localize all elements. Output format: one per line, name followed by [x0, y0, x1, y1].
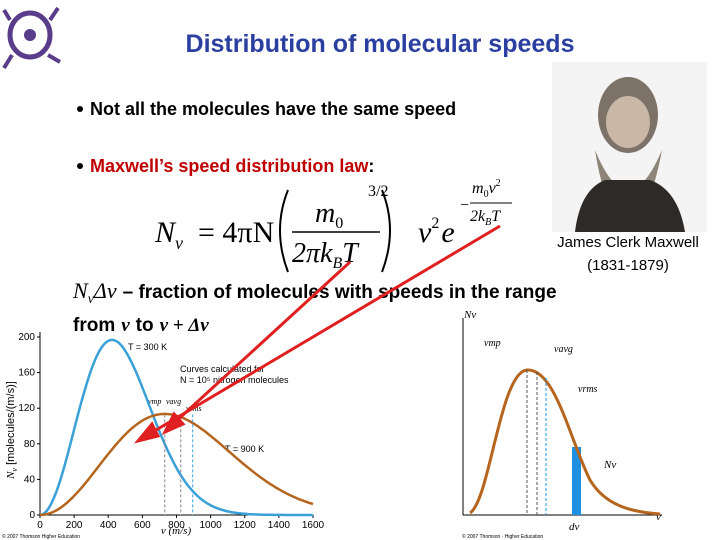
eq-part: m0: [315, 198, 343, 232]
annotation: vavg: [166, 397, 181, 406]
y-label: [molecules/(m/s)]: [5, 381, 17, 465]
bullet-dot: [77, 106, 83, 112]
curve: [39, 338, 313, 517]
y-axis-label: Nv: [463, 309, 476, 321]
portrait-years: (1831-1879): [587, 257, 669, 274]
eq-part: e: [441, 216, 454, 249]
y-axis-label: Nv [molecules/(m/s)]: [5, 381, 19, 480]
portrait: [552, 62, 707, 232]
x-tick-label: 200: [66, 520, 83, 531]
eq-part: 0: [335, 215, 343, 232]
eq-part: m: [315, 198, 335, 229]
var: v: [121, 315, 130, 336]
x-tick-label: 400: [100, 520, 117, 531]
eq-part: v: [175, 233, 183, 253]
annotation: T = 300 K: [128, 342, 167, 352]
x-tick-label: 600: [134, 520, 151, 531]
x-axis-label: v (m/s): [161, 525, 192, 537]
eq-part: 2: [431, 215, 439, 232]
paren: [279, 189, 289, 273]
eq-part: 2: [496, 178, 501, 189]
portrait-name: James Clerk Maxwell: [557, 234, 699, 251]
bullet: Maxwell’s speed distribution law:: [90, 156, 374, 176]
slide-title: Distribution of molecular speeds: [186, 30, 575, 58]
annotation: vrms: [578, 384, 598, 395]
eq-part: Nv: [154, 216, 183, 253]
definition-text: from: [73, 315, 115, 336]
equation: Nv = 4πN m0 2πkBT 3/2 v2e − m0v2 2kBT: [154, 178, 512, 273]
eq-part: v: [418, 216, 432, 249]
arrowhead: [133, 421, 161, 444]
eq-part: v2e: [418, 215, 455, 249]
eq-part: 2πk: [292, 238, 333, 269]
symbol: N: [72, 278, 89, 303]
eq-part: 2kBT: [470, 208, 501, 228]
highlight: Maxwell’s speed distribution law: [90, 156, 369, 176]
dv-strip: [572, 447, 581, 515]
arrowhead: [161, 411, 186, 436]
symbol-sub: v: [88, 292, 95, 307]
eq-part: B: [485, 217, 491, 228]
x-tick-label: 1000: [200, 520, 223, 531]
y-label: v: [10, 467, 19, 471]
annotation: dv: [569, 521, 580, 533]
curve: [468, 368, 661, 516]
eq-part: T: [491, 208, 501, 225]
y-tick-label: 40: [24, 474, 36, 485]
annotation: vavg: [554, 344, 573, 355]
annotation: vmp: [148, 397, 161, 406]
y-tick-label: 80: [24, 439, 36, 450]
eq-part: B: [332, 255, 342, 272]
arrows: [133, 224, 501, 444]
definition: from v to v + Δv: [73, 315, 209, 336]
eq-part: 2πkBT: [292, 238, 360, 272]
delta: Δv: [93, 278, 117, 303]
y-label: N: [5, 471, 17, 480]
bullet-dot: [77, 163, 83, 169]
y-tick-label: 200: [18, 332, 35, 343]
annotation: vmp: [484, 338, 501, 349]
left-graph: 1600140012001000800600400200020016012080…: [2, 332, 325, 540]
definition-text: to: [136, 315, 154, 336]
eq-part: m0v2: [472, 178, 501, 200]
arrow: [145, 224, 501, 438]
bullet-text: :: [368, 156, 374, 176]
x-tick-label: 800: [168, 520, 185, 531]
y-tick-label: 0: [29, 510, 35, 521]
x-tick-label: 1400: [268, 520, 291, 531]
logo: [2, 6, 62, 70]
arrow: [170, 260, 352, 427]
eq-part: v: [489, 180, 497, 197]
bullet: Not all the molecules have the same spee…: [90, 99, 456, 119]
paren: [381, 189, 391, 273]
right-graph: Nv vmp vavg vrms Nv dv v © 2007 Thomson …: [462, 309, 662, 540]
curve: [39, 412, 314, 517]
annotation: N = 10⁵ nitrogen molecules: [180, 375, 289, 385]
eq-part: T: [342, 238, 360, 269]
annotation: Nv: [603, 459, 616, 471]
x-tick-label: 1600: [302, 520, 325, 531]
eq-part: N: [154, 216, 177, 249]
x-tick-label: 0: [37, 520, 43, 531]
eq-part: m: [472, 180, 484, 197]
definition: NvΔv – fraction of molecules with speeds …: [72, 278, 557, 307]
var: v + Δv: [160, 315, 210, 336]
eq-part: −: [460, 197, 469, 214]
annotation: Curves calculated for: [180, 364, 265, 374]
eq-part: 0: [484, 189, 489, 200]
copyright: © 2007 Thomson · Higher Education: [462, 533, 543, 540]
eq-part: = 4πN: [198, 216, 274, 249]
definition-text: – fraction of molecules with speeds in t…: [123, 282, 557, 303]
y-tick-label: 120: [18, 403, 35, 414]
x-axis-label: v: [656, 511, 661, 523]
y-tick-label: 160: [18, 368, 35, 379]
copyright: © 2007 Thomson Higher Education: [2, 533, 80, 540]
eq-part: 3/2: [368, 183, 388, 200]
eq-part: 2k: [470, 208, 486, 225]
annotation: T = 900 K: [225, 444, 264, 454]
x-tick-label: 1200: [234, 520, 257, 531]
